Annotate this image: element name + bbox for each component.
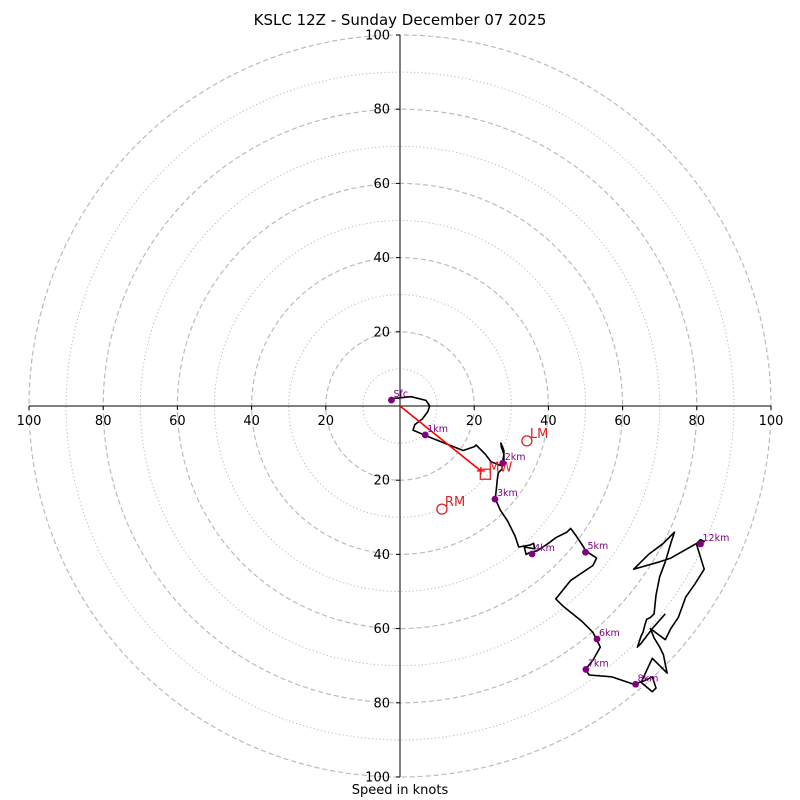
x-tick-label: 20: [466, 414, 483, 429]
x-tick-label: 60: [614, 414, 631, 429]
x-axis-label: Speed in knots: [351, 783, 449, 798]
y-tick-label: 60: [373, 177, 390, 192]
storm-motion-mw-label: MW: [488, 460, 512, 475]
x-tick-label: 40: [243, 414, 260, 429]
height-label-5km: 5km: [588, 541, 609, 552]
y-tick-label: 20: [373, 325, 390, 340]
storm-motion-lm-label: LM: [530, 427, 548, 442]
height-label-4km: 4km: [534, 543, 555, 554]
height-marker-12km: [697, 540, 704, 548]
height-marker-3km: [491, 495, 499, 503]
height-label-12km: 12km: [703, 533, 730, 544]
x-tick-label: 80: [689, 414, 706, 429]
height-marker-7km: [582, 666, 590, 673]
height-marker-2km: [499, 459, 507, 467]
x-tick-label: 100: [759, 414, 784, 429]
height-label-2km: 2km: [505, 452, 526, 463]
height-marker-sfc: [388, 396, 395, 404]
height-label-6km: 6km: [599, 628, 620, 639]
axis-ticks: 100 100 80 80 60 60 40 40 20 20 20 20 40 40 60 60 80 80 10…: [17, 29, 784, 786]
x-tick-label: 20: [318, 414, 335, 429]
height-marker-1km: [421, 431, 429, 439]
y-tick-label: 20: [373, 474, 390, 489]
y-tick-label: 80: [373, 103, 390, 118]
height-label-1km: 1km: [427, 424, 448, 435]
height-marker-5km: [582, 548, 589, 556]
height-marker-4km: [528, 550, 536, 558]
y-tick-label: 100: [365, 771, 390, 786]
y-tick-label: 80: [373, 696, 390, 711]
y-tick-label: 100: [365, 29, 390, 44]
height-label-3km: 3km: [497, 488, 518, 499]
y-tick-label: 40: [373, 548, 390, 563]
y-tick-label: 60: [373, 622, 390, 637]
height-marker-6km: [593, 635, 601, 643]
height-markers: Sfc 1km 2km 3km 4km 5km 6km 7km 8km 12km: [388, 389, 729, 688]
storm-motion-lm-marker: [521, 435, 533, 447]
x-tick-label: 80: [95, 414, 112, 429]
height-marker-8km: [632, 680, 639, 688]
height-label-7km: 7km: [588, 658, 609, 669]
y-tick-label: 40: [373, 251, 390, 266]
storm-motion-rm-marker: [436, 503, 448, 515]
x-tick-label: 100: [17, 414, 42, 429]
storm-motion-group: LM MW RM: [399, 405, 548, 515]
x-tick-label: 60: [169, 414, 186, 429]
storm-motion-mw-marker: [479, 468, 491, 480]
x-tick-label: 40: [540, 414, 557, 429]
height-label-sfc: Sfc: [393, 389, 408, 400]
height-label-8km: 8km: [638, 673, 659, 684]
shear-vector-line: [399, 405, 482, 472]
chart-title: KSLC 12Z - Sunday December 07 2025: [253, 11, 547, 29]
storm-motion-rm-label: RM: [445, 495, 465, 510]
